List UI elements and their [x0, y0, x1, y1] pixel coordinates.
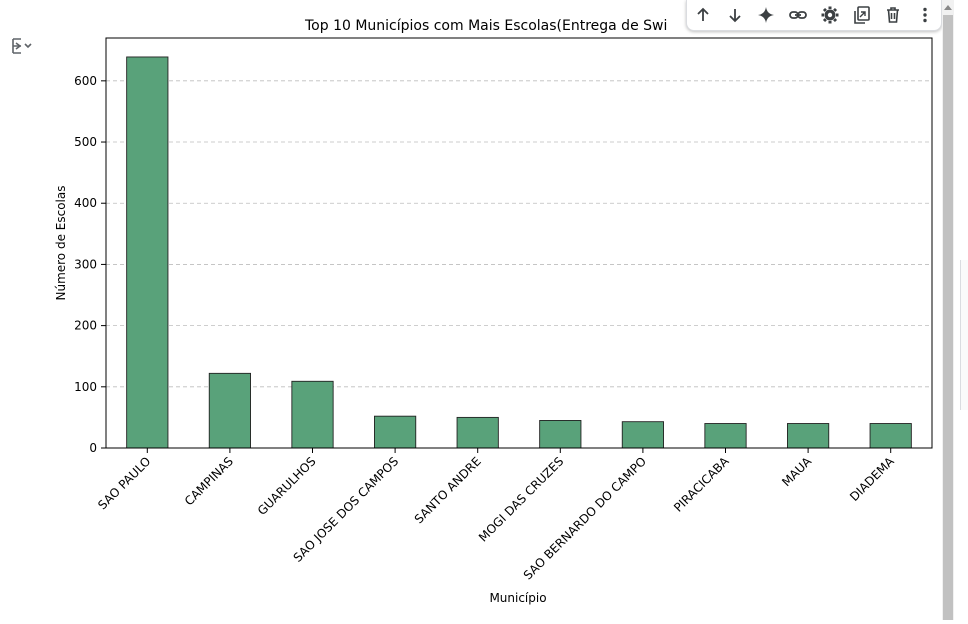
sparkle-icon — [758, 7, 775, 23]
x-axis-label: Município — [489, 591, 546, 605]
scrollbar-thumb[interactable] — [943, 15, 953, 620]
bar-piracicaba — [704, 423, 747, 449]
y-tick-label: 600 — [74, 74, 97, 88]
mirror-icon — [853, 6, 870, 24]
bar-sao-paulo — [126, 56, 169, 449]
bar-maua — [787, 423, 830, 449]
bar-sao-bernardo-do-campo — [621, 421, 664, 449]
bar-diadema — [869, 423, 912, 449]
link-icon — [789, 11, 808, 19]
output-toggle-icon[interactable] — [10, 36, 34, 58]
vertical-scrollbar[interactable] — [942, 0, 954, 620]
move-up-button[interactable] — [687, 1, 719, 29]
bar-campinas — [208, 372, 251, 449]
trash-icon — [887, 7, 900, 23]
settings-button[interactable] — [814, 1, 846, 29]
link-button[interactable] — [782, 1, 814, 29]
move-down-button[interactable] — [719, 1, 751, 29]
more-button[interactable] — [909, 1, 941, 29]
bar-santo-andre — [456, 416, 499, 449]
scroll-up-icon[interactable] — [942, 0, 954, 14]
y-tick-label: 0 — [89, 441, 97, 455]
bar-chart: Top 10 Municípios com Mais Escolas(Entre… — [54, 18, 933, 605]
chart-title: Top 10 Municípios com Mais Escolas(Entre… — [304, 18, 667, 34]
y-tick-label: 300 — [74, 257, 97, 271]
x-tick-label: PIRACICABA — [671, 454, 732, 515]
plot-frame — [105, 37, 933, 449]
x-tick-label: MOGI DAS CRUZES — [476, 454, 566, 544]
x-tick-label: GUARULHOS — [255, 454, 319, 518]
side-panel-edge — [960, 260, 968, 410]
bar-guarulhos — [291, 380, 334, 449]
x-tick-label: SAO PAULO — [95, 454, 153, 512]
chart-area: Top 10 Municípios com Mais Escolas(Entre… — [54, 18, 933, 605]
delete-button[interactable] — [878, 1, 910, 29]
arrow-up-icon — [697, 7, 709, 21]
y-tick-label: 100 — [74, 380, 97, 394]
y-tick-label: 400 — [74, 196, 97, 210]
bar-mogi-das-cruzes — [539, 420, 582, 449]
y-tick-label: 500 — [74, 135, 97, 149]
x-tick-label: CAMPINAS — [182, 454, 236, 508]
arrow-down-icon — [728, 9, 741, 23]
gear-icon — [821, 6, 839, 24]
y-tick-label: 200 — [74, 319, 97, 333]
x-tick-label: MAUA — [779, 454, 815, 490]
mirror-cell-button[interactable] — [846, 1, 878, 29]
x-tick-label: DIADEMA — [847, 454, 897, 504]
cell-toolbar — [686, 0, 942, 31]
more-vert-icon — [923, 7, 927, 23]
ai-sparkle-button[interactable] — [751, 1, 783, 29]
x-tick-label: SANTO ANDRE — [412, 454, 484, 526]
bar-sao-jose-dos-campos — [374, 415, 417, 449]
y-axis-label: Número de Escolas — [54, 185, 68, 300]
